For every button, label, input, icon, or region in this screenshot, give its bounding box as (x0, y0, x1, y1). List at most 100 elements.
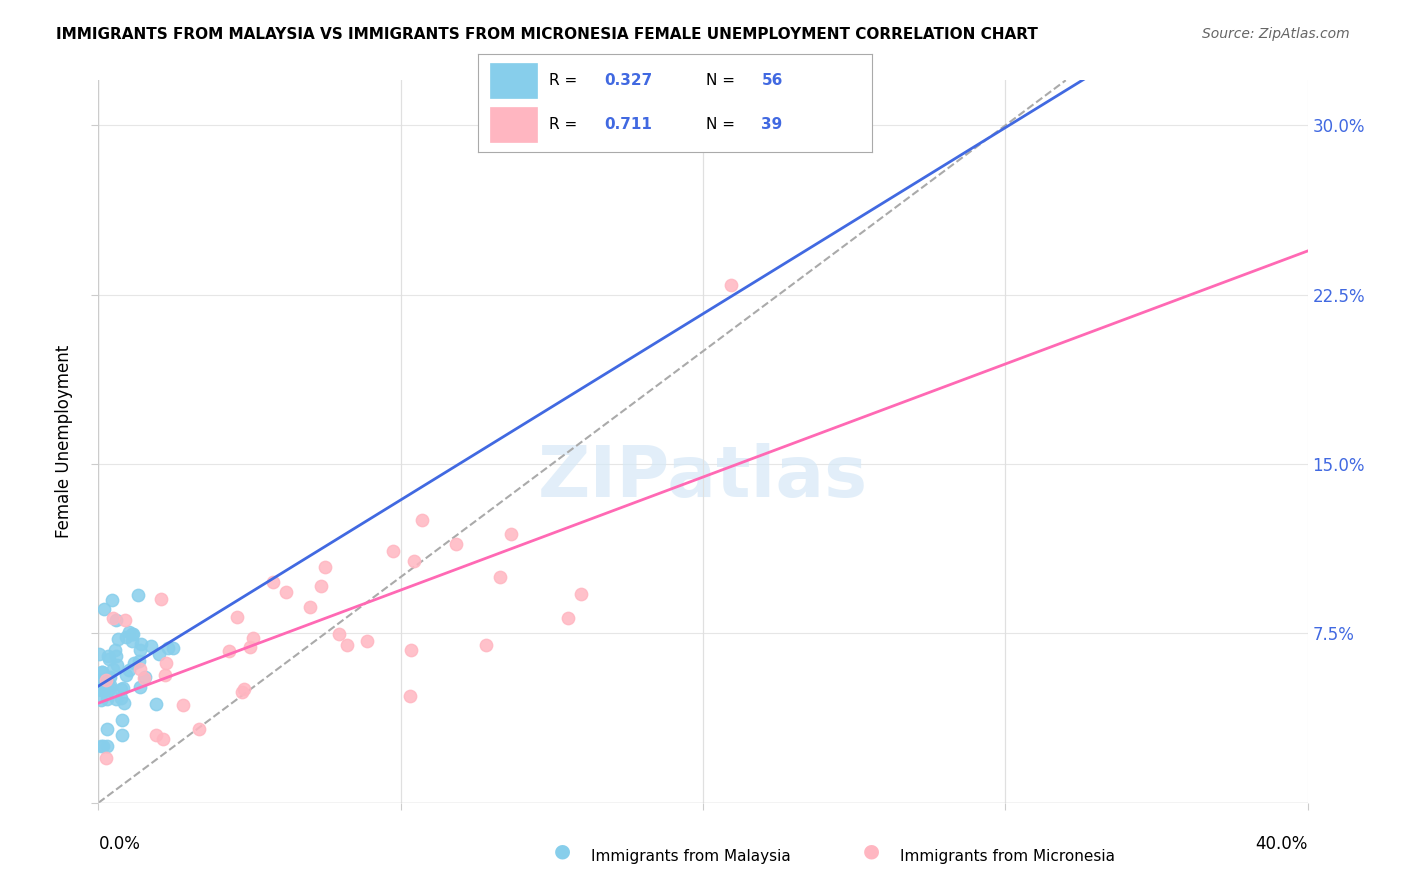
Point (720, 277, 742, 292)
Point (499, 527, 522, 541)
Point (90, 692, 112, 706)
Point (148, 648, 170, 662)
Point (129, 680, 152, 694)
Point (153, 667, 176, 681)
Point (91, 683, 114, 698)
Text: 56: 56 (762, 73, 783, 88)
Point (145, 728, 167, 742)
Point (404, 554, 426, 568)
Point (132, 671, 155, 685)
Text: Immigrants from Malaysia: Immigrants from Malaysia (591, 849, 790, 863)
Point (96, 673, 118, 687)
Point (239, 640, 262, 655)
Point (336, 639, 359, 653)
Point (172, 698, 194, 712)
Text: N =: N = (706, 73, 740, 88)
Point (91, 665, 114, 679)
Point (129, 662, 152, 676)
Point (489, 570, 512, 584)
Point (145, 697, 167, 711)
Point (101, 593, 124, 607)
Point (121, 627, 143, 641)
Text: 39: 39 (762, 117, 783, 132)
Point (398, 690, 420, 704)
Text: R =: R = (548, 73, 582, 88)
Point (127, 589, 149, 603)
Point (91, 665, 114, 680)
Point (139, 640, 162, 654)
Point (152, 732, 174, 747)
Point (90, 739, 112, 754)
Point (134, 670, 156, 684)
Point (105, 613, 128, 627)
Bar (489, 108, 537, 142)
Point (162, 640, 184, 655)
Point (298, 599, 321, 614)
Point (87, 673, 110, 688)
Point (101, 662, 124, 676)
Point (129, 637, 152, 651)
Point (89, 675, 111, 690)
Text: ●: ● (863, 841, 880, 860)
Point (110, 681, 132, 696)
Point (115, 668, 138, 682)
Text: ZIPatlas: ZIPatlas (538, 443, 868, 512)
Point (97, 652, 120, 666)
Point (111, 728, 134, 742)
Point (112, 697, 135, 711)
Point (122, 656, 145, 670)
Point (110, 691, 132, 706)
Point (101, 610, 124, 624)
Point (188, 722, 211, 736)
Point (98, 678, 121, 692)
Point (122, 626, 145, 640)
Text: 40.0%: 40.0% (1256, 835, 1308, 854)
Point (96, 750, 118, 764)
Point (100, 670, 122, 684)
Point (309, 579, 332, 593)
Point (233, 681, 256, 696)
Point (314, 560, 336, 574)
Text: IMMIGRANTS FROM MALAYSIA VS IMMIGRANTS FROM MICRONESIA FEMALE UNEMPLOYMENT CORRE: IMMIGRANTS FROM MALAYSIA VS IMMIGRANTS F… (56, 27, 1038, 42)
Point (114, 613, 136, 627)
Point (97, 682, 120, 697)
Point (96, 691, 118, 706)
Point (93, 672, 115, 686)
Text: 0.327: 0.327 (605, 73, 652, 88)
Text: Immigrants from Micronesia: Immigrants from Micronesia (900, 849, 1115, 863)
Point (446, 537, 468, 551)
Text: R =: R = (548, 117, 582, 132)
Y-axis label: Female Unemployment: Female Unemployment (55, 345, 73, 538)
Point (90, 683, 112, 698)
Point (356, 634, 378, 648)
Point (105, 657, 128, 672)
Point (411, 513, 433, 527)
Text: 0.0%: 0.0% (98, 835, 141, 854)
Point (104, 691, 127, 706)
Point (231, 685, 253, 699)
Point (276, 585, 298, 599)
Point (218, 643, 240, 657)
Point (96, 722, 118, 736)
Point (242, 632, 264, 646)
Point (557, 611, 579, 625)
Point (157, 641, 180, 656)
Point (118, 663, 141, 677)
Point (381, 544, 404, 558)
Point (149, 591, 172, 606)
Point (104, 649, 127, 664)
Point (262, 575, 284, 590)
Point (118, 625, 141, 640)
Point (111, 713, 134, 727)
Point (114, 630, 136, 644)
Point (155, 656, 177, 670)
Point (107, 632, 129, 647)
Point (474, 638, 496, 652)
Point (328, 627, 350, 641)
Point (96, 739, 118, 754)
Point (90, 682, 112, 697)
Text: 0.711: 0.711 (605, 117, 652, 132)
Bar (489, 63, 537, 98)
Point (93, 681, 115, 695)
Text: Source: ZipAtlas.com: Source: ZipAtlas.com (1202, 27, 1350, 41)
